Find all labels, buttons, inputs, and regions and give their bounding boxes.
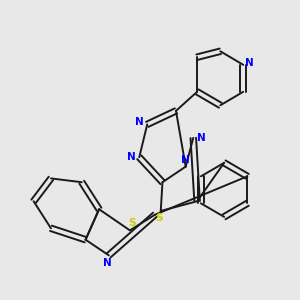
Text: N: N (181, 155, 190, 165)
Text: S: S (155, 213, 163, 223)
Text: S: S (128, 218, 135, 228)
Text: N: N (135, 117, 144, 127)
Text: N: N (196, 133, 205, 143)
Text: N: N (245, 58, 254, 68)
Text: N: N (103, 258, 111, 268)
Text: N: N (127, 152, 136, 162)
